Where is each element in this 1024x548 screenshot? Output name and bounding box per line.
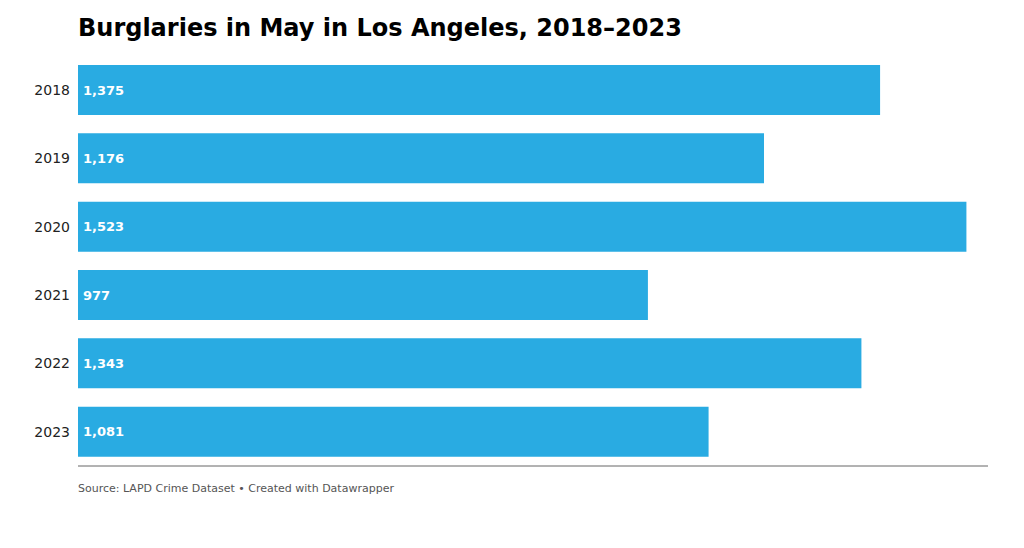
html-text:Source: LAPD Crime Dataset • C: Source: LAPD Crime Dataset • Created wit… [78, 482, 394, 495]
svg-text:977: 977 [83, 288, 110, 303]
svg-text:1,343: 1,343 [83, 356, 124, 371]
svg-text:2021: 2021 [34, 287, 70, 303]
svg-text:2018: 2018 [34, 82, 70, 98]
svg-text:2023: 2023 [34, 424, 70, 440]
svg-text:1,081: 1,081 [83, 424, 124, 439]
html-text:Burglaries in May in Los Angel: Burglaries in May in Los Angeles, 2018–2… [78, 14, 682, 42]
svg-text:2022: 2022 [34, 355, 70, 371]
svg-text:2019: 2019 [34, 150, 70, 166]
svg-text:1,375: 1,375 [83, 83, 124, 98]
svg-text:1,523: 1,523 [83, 219, 124, 234]
svg-text:1,176: 1,176 [83, 151, 124, 166]
svg-text:2020: 2020 [34, 219, 70, 235]
